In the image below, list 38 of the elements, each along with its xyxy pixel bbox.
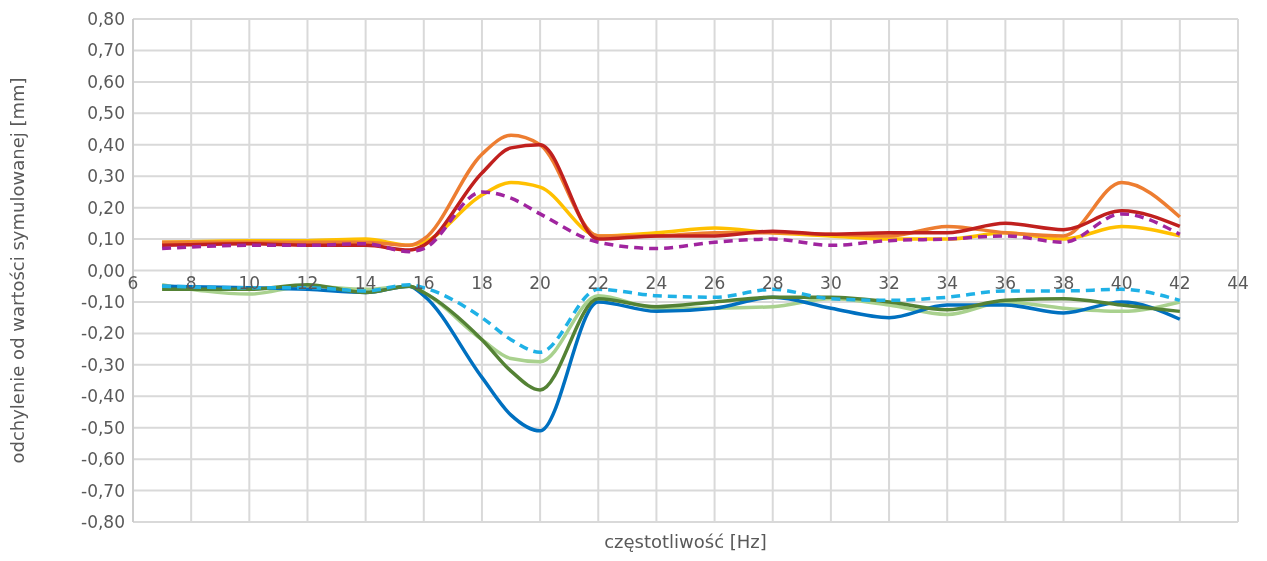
y-axis-title: odchylenie od wartości symulowanej [mm] — [7, 77, 29, 464]
y-tick-label: -0,80 — [81, 512, 125, 533]
y-tick-label: 0,80 — [87, 9, 125, 30]
x-tick-label: 24 — [645, 272, 668, 293]
y-tick-label: -0,60 — [81, 449, 125, 470]
x-tick-label: 16 — [412, 272, 435, 293]
y-tick-label: 0,20 — [87, 197, 125, 218]
x-tick-label: 40 — [1110, 272, 1133, 293]
x-tick-label: 6 — [127, 272, 139, 293]
x-tick-label: 20 — [529, 272, 551, 293]
line-series — [160, 190, 1182, 254]
y-tick-label: 0,00 — [87, 260, 125, 281]
x-tick-label: 28 — [761, 272, 784, 293]
x-tick-label: 14 — [354, 272, 377, 293]
y-tick-label: -0,40 — [81, 386, 125, 407]
x-tick-label: 22 — [587, 272, 610, 293]
x-tick-label: 32 — [878, 272, 900, 293]
y-tick-label: 0,50 — [87, 103, 125, 124]
y-tick-label: 0,10 — [87, 229, 125, 250]
y-tick-label: -0,70 — [81, 480, 125, 501]
y-tick-label: 0,30 — [87, 166, 125, 187]
x-tick-label: 12 — [296, 272, 319, 293]
x-tick-label: 38 — [1052, 272, 1075, 293]
x-tick-label: 18 — [471, 272, 493, 293]
x-tick-label: 30 — [820, 272, 842, 293]
y-tick-label: -0,30 — [81, 354, 125, 375]
x-tick-label: 44 — [1227, 272, 1249, 293]
y-tick-label: 0,70 — [87, 40, 125, 61]
y-tick-label: 0,40 — [87, 134, 125, 155]
x-tick-label: 26 — [703, 272, 726, 293]
y-tick-label: -0,20 — [81, 323, 125, 344]
y-tick-label: -0,50 — [81, 417, 125, 438]
y-tick-label: -0,10 — [81, 291, 125, 312]
x-tick-label: 34 — [936, 272, 959, 293]
x-tick-label: 42 — [1169, 272, 1191, 293]
x-tick-label: 36 — [994, 272, 1017, 293]
y-tick-label: 0,60 — [87, 71, 125, 92]
x-axis-title: częstotliwość [Hz] — [604, 531, 767, 552]
